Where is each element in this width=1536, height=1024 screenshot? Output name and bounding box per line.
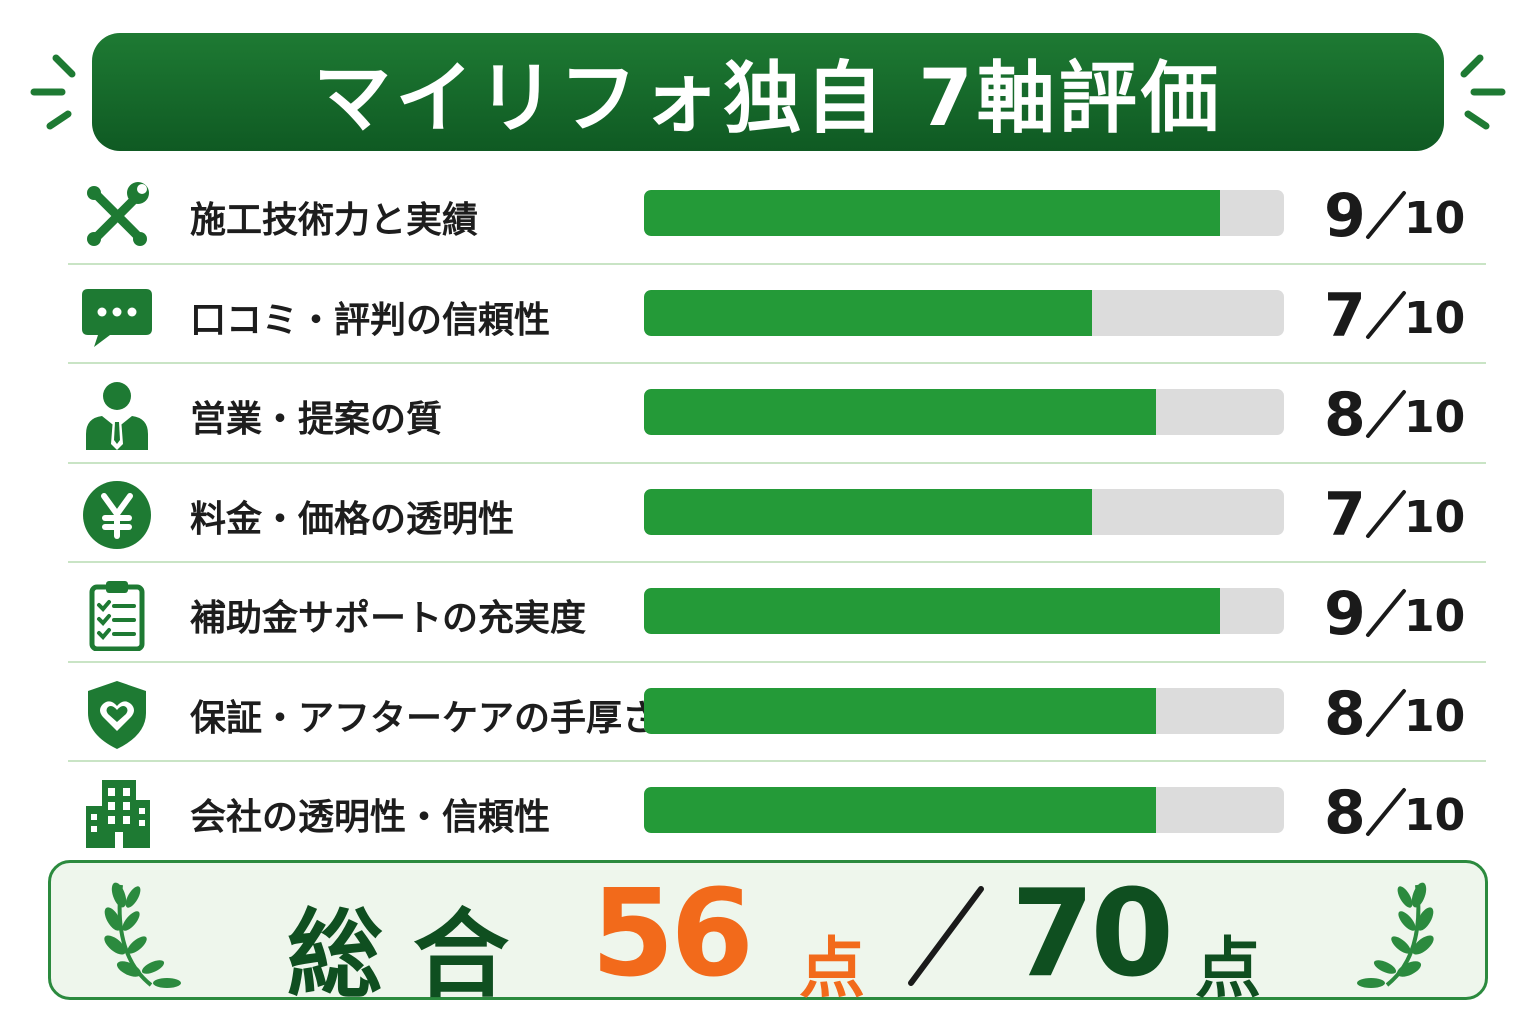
chart-row: 口コミ・評判の信頼性 7 10 [68, 265, 1486, 364]
slash-mark [1366, 390, 1406, 438]
chart-row: 保証・アフターケアの手厚さ 8 10 [68, 663, 1486, 762]
category-label: 保証・アフターケアの手厚さ [190, 697, 659, 739]
laurel-left-icon [104, 882, 181, 988]
chart-row: 営業・提案の質 8 10 [68, 364, 1486, 464]
score-label: 9 10 [1320, 577, 1470, 649]
bar-track [644, 389, 1284, 435]
bar-track [644, 787, 1284, 833]
bar-track [644, 190, 1284, 236]
chat-bubble-icon [82, 288, 152, 347]
clipboard-checklist-icon [89, 581, 145, 651]
total-max-unit: 点 [1195, 930, 1261, 1007]
total-score-value: 56 [591, 865, 754, 1004]
total-label: 総合 [287, 899, 539, 1011]
bar [644, 389, 1156, 435]
category-label: 会社の透明性・信頼性 [190, 797, 551, 838]
score-max: 10 [1404, 193, 1466, 244]
bar [644, 588, 1220, 634]
score-max: 10 [1404, 292, 1466, 344]
category-label: 料金・価格の透明性 [190, 498, 515, 540]
slash-mark [1366, 788, 1406, 836]
score-label: 8 10 [1320, 378, 1470, 450]
category-label: 補助金サポートの充実度 [190, 598, 587, 639]
bar [644, 190, 1220, 236]
shield-heart-icon [88, 680, 146, 749]
total-slash-mark [908, 886, 984, 986]
score-value: 7 [1324, 479, 1366, 550]
score-label: 7 10 [1320, 478, 1470, 550]
score-value: 9 [1324, 181, 1366, 251]
score-value: 8 [1324, 380, 1366, 450]
chart-row: 料金・価格の透明性 7 10 [68, 464, 1486, 563]
score-value: 9 [1324, 579, 1366, 649]
score-label: 9 10 [1320, 179, 1470, 251]
building-icon [86, 780, 150, 848]
score-value: 8 [1324, 778, 1366, 848]
spark-lines-right-icon [1460, 54, 1506, 130]
score-max: 10 [1404, 591, 1466, 642]
category-label: 施工技術力と実績 [190, 200, 479, 241]
bar [644, 787, 1156, 833]
title-banner: マイリフォ独自 7軸評価 [92, 33, 1444, 151]
score-max: 10 [1404, 790, 1466, 841]
total-max-value: 70 [1011, 865, 1174, 1004]
bar-track [644, 488, 1284, 535]
slash-mark [1366, 191, 1406, 239]
score-value: 8 [1324, 678, 1366, 749]
businessman-icon [86, 382, 148, 450]
total-score-unit: 点 [799, 930, 865, 1007]
score-max: 10 [1404, 392, 1466, 443]
chart-row: 施工技術力と実績 9 10 [68, 165, 1486, 265]
bar-track [644, 588, 1284, 634]
score-label: 7 10 [1320, 279, 1470, 351]
score-max: 10 [1404, 491, 1466, 543]
chart-row: 補助金サポートの充実度 9 10 [68, 563, 1486, 663]
slash-mark [1366, 589, 1406, 637]
chart-rows: 施工技術力と実績 9 10 口コミ・評判の信頼性 7 10 [68, 165, 1486, 862]
bar [644, 488, 1092, 535]
yen-coin-icon [83, 480, 151, 549]
bar [644, 289, 1092, 336]
category-label: 口コミ・評判の信頼性 [190, 299, 551, 341]
page-title: マイリフォ独自 7軸評価 [313, 54, 1223, 144]
slash-mark [1366, 290, 1406, 339]
score-label: 8 10 [1320, 776, 1470, 848]
score-max: 10 [1404, 690, 1466, 742]
score-label: 8 10 [1320, 677, 1470, 749]
slash-mark [1366, 688, 1406, 737]
laurel-right-icon [1357, 882, 1434, 988]
tools-icon [87, 182, 149, 246]
bar-track [644, 289, 1284, 336]
chart-row: 会社の透明性・信頼性 8 10 [68, 762, 1486, 862]
bar-track [644, 687, 1284, 734]
score-value: 7 [1324, 280, 1366, 351]
bar [644, 687, 1156, 734]
total-score-panel: 総合 56 点 70 点 [48, 860, 1488, 1011]
spark-lines-left-icon [30, 54, 76, 130]
slash-mark [1366, 489, 1406, 538]
category-label: 営業・提案の質 [190, 399, 443, 440]
